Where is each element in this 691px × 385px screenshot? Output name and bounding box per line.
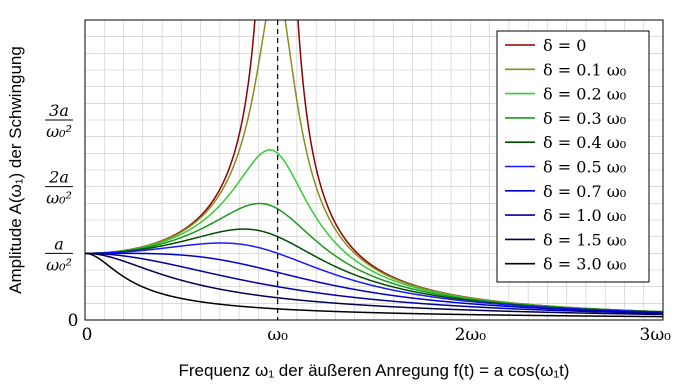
y-tick-numerator: 3a: [49, 101, 69, 120]
y-tick-numerator: 2a: [48, 168, 69, 187]
legend-label: δ = 0.3 ω₀: [543, 109, 626, 128]
y-tick-label: 0: [68, 311, 79, 331]
y-tick-denominator: ω₀²: [46, 255, 72, 274]
curves: [85, 20, 663, 318]
legend-label: δ = 0.7 ω₀: [543, 182, 626, 201]
x-axis-label: Frequenz ω₁ der äußeren Anregung f(t) = …: [179, 361, 570, 380]
series-line-9: [85, 252, 663, 318]
legend-label: δ = 0: [543, 36, 586, 55]
legend-label: δ = 0.5 ω₀: [543, 158, 626, 177]
legend-label: δ = 3.0 ω₀: [543, 255, 626, 274]
series-line-6: [85, 252, 663, 314]
x-tick-label: 3ω₀: [640, 325, 672, 345]
x-tick-label: 2ω₀: [455, 325, 487, 345]
x-tick-label: ω₀: [267, 325, 288, 345]
legend: δ = 0 δ = 0.1 ω₀ δ = 0.2 ω₀ δ = 0.3 ω₀ δ = 0…: [496, 30, 650, 283]
x-tick-label: 0: [82, 325, 93, 345]
series-line-7: [85, 252, 663, 315]
x-tick-labels: 0 ω₀ 2ω₀ 3ω₀: [82, 325, 672, 345]
series-line-8: [85, 252, 663, 316]
legend-label: δ = 1.5 ω₀: [543, 230, 626, 249]
legend-label: δ = 1.0 ω₀: [543, 206, 626, 225]
legend-label: δ = 0.1 ω₀: [543, 60, 626, 79]
y-tick-denominator: ω₀²: [46, 122, 72, 141]
y-axis-label: Amplitude A(ω₁) der Schwingung: [6, 46, 25, 294]
legend-label: δ = 0.4 ω₀: [543, 133, 626, 152]
y-tick-denominator: ω₀²: [46, 189, 72, 208]
y-tick-labels: 0 a ω₀² 2a ω₀² 3a ω₀²: [45, 101, 78, 331]
y-tick-numerator: a: [54, 234, 64, 253]
plot-frame: [84, 19, 664, 321]
legend-label: δ = 0.2 ω₀: [543, 85, 626, 104]
series-line-5: [85, 242, 663, 313]
